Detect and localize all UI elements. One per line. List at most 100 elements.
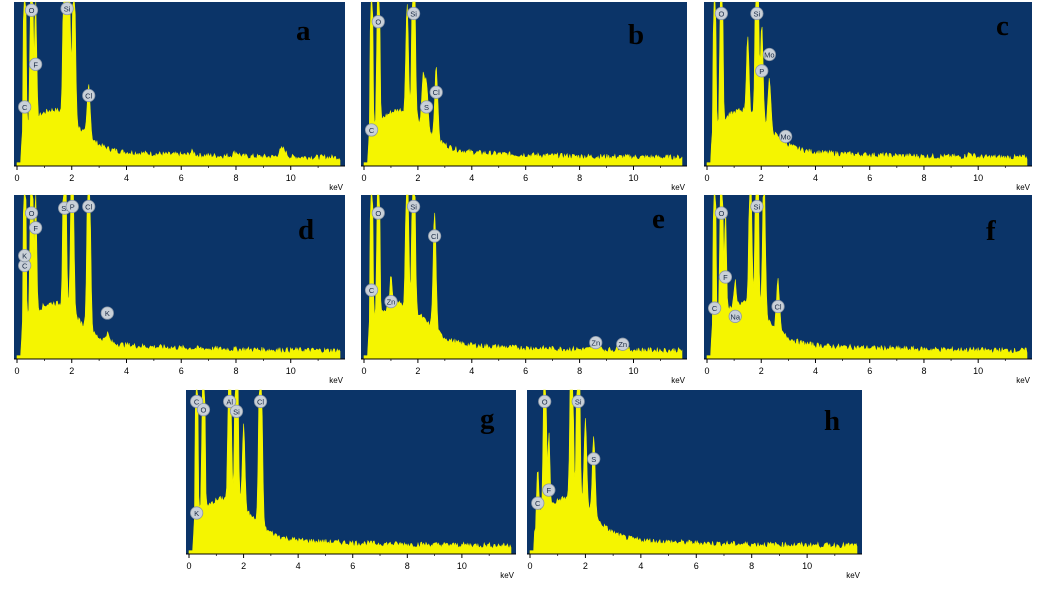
element-marker-label: Cl: [433, 88, 440, 97]
element-marker: O: [371, 15, 385, 29]
x-tick-label: 2: [759, 173, 764, 183]
x-tick-label: 10: [973, 366, 983, 376]
element-marker-label: F: [33, 60, 38, 69]
element-marker-label: O: [201, 406, 207, 415]
element-marker: C: [364, 123, 379, 137]
element-marker: F: [29, 57, 43, 71]
x-axis-unit: keV: [671, 376, 685, 385]
element-marker: Cl: [771, 299, 785, 314]
x-tick-label: 10: [628, 173, 638, 183]
element-marker: Al: [223, 394, 237, 409]
x-tick-label: 0: [361, 366, 366, 376]
x-tick-label: 8: [921, 173, 926, 183]
x-tick-label: 6: [350, 561, 355, 571]
panel-label: d: [298, 214, 314, 246]
x-tick-label: 10: [457, 561, 467, 571]
panel-label: h: [824, 405, 840, 437]
element-marker-label: Si: [64, 5, 71, 14]
element-marker: S: [587, 452, 601, 466]
element-marker-label: C: [535, 499, 541, 508]
x-tick-label: 8: [405, 561, 410, 571]
panel-label: f: [986, 215, 996, 247]
x-tick-label: 8: [577, 173, 582, 183]
element-marker-label: C: [22, 103, 28, 112]
x-tick-label: 2: [415, 173, 420, 183]
spectrum-trace: [706, 194, 1028, 360]
element-marker-label: O: [718, 209, 724, 218]
element-marker: O: [196, 403, 211, 417]
element-marker: Zn: [616, 337, 630, 351]
element-marker-label: P: [70, 202, 75, 211]
x-tick-label: 6: [694, 561, 699, 571]
x-tick-label: 0: [186, 561, 191, 571]
x-tick-label: 6: [867, 173, 872, 183]
element-marker: Cl: [82, 88, 96, 103]
element-marker: C: [707, 301, 722, 315]
x-tick-label: 0: [14, 366, 19, 376]
element-marker: O: [538, 394, 552, 409]
x-tick-label: 4: [638, 561, 643, 571]
spectrum-trace: [706, 1, 1028, 167]
element-marker: O: [714, 6, 728, 21]
x-axis-unit: keV: [1016, 376, 1030, 385]
element-marker-label: O: [542, 397, 548, 406]
spectrum-trace: [529, 389, 858, 555]
x-axis-unit: keV: [500, 571, 514, 580]
element-marker: P: [755, 64, 769, 78]
spectrum-panel-h: 0 2 4 6 8 10 keV C O F Si Sh: [527, 389, 862, 580]
element-marker-label: Zn: [591, 339, 600, 348]
element-marker: Si: [750, 6, 764, 21]
element-marker-label: F: [547, 486, 552, 495]
element-marker-label: Cl: [431, 232, 438, 241]
x-tick-label: 10: [286, 366, 296, 376]
element-marker-label: O: [375, 209, 381, 218]
spectrum-panel-a: 0 2 4 6 8 10 keV C O F Si Cl a: [14, 1, 345, 192]
x-tick-label: 0: [704, 366, 709, 376]
element-marker-label: K: [105, 309, 110, 318]
x-tick-label: 6: [523, 173, 528, 183]
x-tick-label: 4: [469, 173, 474, 183]
element-marker-label: K: [194, 509, 199, 518]
element-marker-label: Cl: [85, 91, 92, 100]
element-marker: Cl: [82, 199, 96, 214]
element-marker: O: [24, 3, 39, 17]
element-marker-label: Si: [410, 202, 417, 211]
element-marker-label: Na: [730, 312, 740, 321]
element-marker-label: Al: [226, 397, 233, 406]
element-marker-label: F: [33, 224, 38, 233]
element-marker-label: K: [22, 252, 27, 261]
x-tick-label: 2: [415, 366, 420, 376]
element-marker-label: S: [591, 455, 596, 464]
panel-label: e: [652, 203, 665, 235]
element-marker-label: O: [718, 9, 724, 18]
spectrum-panel-f: 0 2 4 6 8 10 keV C O F Na Si Cl f: [704, 194, 1032, 385]
element-marker-label: C: [194, 397, 200, 406]
element-marker: Si: [406, 6, 421, 21]
element-marker: F: [718, 270, 733, 284]
element-marker-label: Zn: [618, 340, 627, 349]
element-marker-label: Si: [61, 204, 68, 213]
element-marker: O: [24, 206, 39, 220]
element-marker-label: C: [712, 304, 718, 313]
element-marker: F: [542, 483, 556, 497]
x-tick-label: 10: [286, 173, 296, 183]
element-marker: C: [531, 496, 545, 510]
element-marker-label: C: [369, 286, 375, 295]
x-tick-label: 6: [867, 366, 872, 376]
element-marker-label: Si: [410, 9, 417, 18]
element-marker-label: S: [424, 103, 429, 112]
element-marker: C: [364, 283, 379, 297]
panel-label: c: [996, 10, 1009, 42]
x-tick-label: 4: [813, 173, 818, 183]
element-marker: Mo: [779, 129, 793, 144]
element-marker: Si: [229, 404, 244, 418]
element-marker: K: [18, 249, 32, 263]
element-marker: Si: [60, 1, 74, 16]
element-marker-label: Si: [233, 407, 240, 416]
x-tick-label: 6: [523, 366, 528, 376]
element-marker: O: [371, 206, 385, 220]
element-marker-label: Cl: [775, 303, 782, 312]
